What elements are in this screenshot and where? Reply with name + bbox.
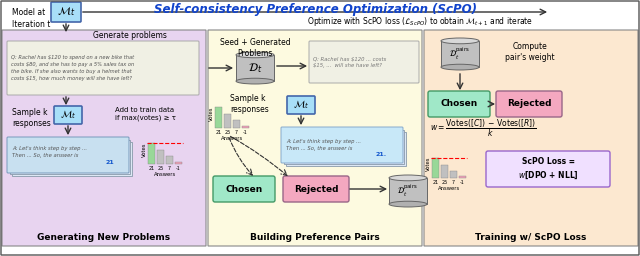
Text: Compute
pair's weight: Compute pair's weight (505, 41, 555, 62)
FancyBboxPatch shape (486, 151, 610, 187)
Text: 21: 21 (216, 130, 221, 134)
FancyBboxPatch shape (287, 96, 315, 114)
FancyBboxPatch shape (213, 176, 275, 202)
Text: 25: 25 (442, 179, 447, 185)
Bar (441, 165, 448, 178)
Bar (242, 126, 249, 128)
Text: Self-consistency Preference Optimization (ScPO): Self-consistency Preference Optimization… (154, 3, 477, 16)
Text: Rejected: Rejected (294, 185, 339, 194)
Text: $\mathcal{D}_t$: $\mathcal{D}_t$ (248, 61, 262, 75)
Ellipse shape (236, 78, 274, 84)
Text: Answers: Answers (221, 135, 243, 141)
FancyBboxPatch shape (424, 30, 638, 246)
Text: Chosen: Chosen (440, 100, 477, 109)
FancyBboxPatch shape (2, 30, 206, 246)
Text: Optimize with ScPO loss ($\mathcal{L}_{ScPO}$) to obtain $\mathcal{M}_{t+1}$ and: Optimize with ScPO loss ($\mathcal{L}_{S… (307, 16, 533, 28)
Text: A: Let's think step by step ...
Then ... So, the answer is: A: Let's think step by step ... Then ...… (286, 139, 361, 151)
Text: -1: -1 (460, 179, 465, 185)
Text: 21: 21 (106, 159, 115, 165)
Bar (236, 55, 274, 81)
Text: Q: Rachel has $120 ... costs
$15, ...  will she have left?: Q: Rachel has $120 ... costs $15, ... wi… (313, 56, 387, 68)
Bar (224, 114, 231, 128)
Text: -1: -1 (176, 165, 181, 170)
Bar (12, 142, 132, 176)
Ellipse shape (236, 52, 274, 58)
Text: 7: 7 (452, 179, 455, 185)
Bar (432, 158, 439, 178)
Text: Answers: Answers (154, 172, 176, 176)
Ellipse shape (389, 201, 427, 207)
Bar (175, 162, 182, 164)
Text: 7: 7 (235, 130, 238, 134)
Text: $\mathcal{D}_t^{\mathrm{pairs}}$: $\mathcal{D}_t^{\mathrm{pairs}}$ (397, 183, 419, 199)
Text: A: Let's think step by step ...
Then ... So, the answer is: A: Let's think step by step ... Then ...… (12, 146, 87, 158)
Text: Rejected: Rejected (507, 100, 551, 109)
Text: Model at
Iteration t: Model at Iteration t (12, 8, 51, 29)
FancyBboxPatch shape (428, 91, 490, 117)
Text: 21: 21 (148, 165, 155, 170)
Text: Training w/ ScPO Loss: Training w/ ScPO Loss (476, 233, 587, 242)
Bar (389, 178, 427, 204)
Text: Votes: Votes (141, 143, 147, 157)
Bar (215, 107, 222, 128)
FancyBboxPatch shape (281, 127, 403, 163)
Text: Answers: Answers (438, 186, 460, 190)
Text: Sample k
responses: Sample k responses (12, 108, 51, 129)
Text: $\mathcal{M}_t$: $\mathcal{M}_t$ (57, 6, 75, 18)
Ellipse shape (389, 175, 427, 181)
Text: 25: 25 (225, 130, 230, 134)
FancyBboxPatch shape (7, 41, 199, 95)
Text: Add to train data
if max(votes) ≥ τ: Add to train data if max(votes) ≥ τ (115, 107, 176, 121)
FancyBboxPatch shape (54, 106, 82, 124)
Text: $\mathcal{M}_t$: $\mathcal{M}_t$ (293, 99, 309, 111)
Bar (459, 176, 466, 178)
Bar (450, 171, 457, 178)
Text: Votes: Votes (209, 107, 214, 121)
FancyBboxPatch shape (51, 2, 81, 22)
Text: 21.: 21. (375, 153, 386, 157)
Text: $\mathcal{D}_t^{\mathrm{pairs}}$: $\mathcal{D}_t^{\mathrm{pairs}}$ (449, 46, 470, 62)
Text: $w = \dfrac{\mathrm{Votes}([C])\,-\,\mathrm{Votes}([R])}{k}$: $w = \dfrac{\mathrm{Votes}([C])\,-\,\mat… (430, 117, 537, 139)
Text: Generate problems: Generate problems (93, 31, 167, 40)
Text: 21: 21 (433, 179, 438, 185)
Text: 7: 7 (168, 165, 171, 170)
FancyBboxPatch shape (7, 137, 129, 173)
Bar (284, 130, 404, 164)
Bar (233, 120, 240, 128)
Text: ScPO Loss =
$w$[DPO + NLL]: ScPO Loss = $w$[DPO + NLL] (518, 157, 579, 181)
Bar (157, 150, 164, 164)
Text: Chosen: Chosen (225, 185, 262, 194)
Text: 25: 25 (157, 165, 164, 170)
Text: -1: -1 (243, 130, 248, 134)
FancyBboxPatch shape (309, 41, 419, 83)
Text: Seed + Generated
Problems: Seed + Generated Problems (220, 38, 291, 58)
Bar (286, 132, 406, 166)
Bar (10, 140, 130, 174)
Text: Generating New Problems: Generating New Problems (37, 233, 171, 242)
FancyBboxPatch shape (496, 91, 562, 117)
Bar (166, 156, 173, 164)
Text: Votes: Votes (426, 157, 431, 171)
FancyBboxPatch shape (208, 30, 422, 246)
Text: Q: Rachel has $120 to spend on a new bike that
costs $80, and she has to pay a 5: Q: Rachel has $120 to spend on a new bik… (11, 55, 134, 81)
Bar (441, 41, 479, 67)
Text: Building Preference Pairs: Building Preference Pairs (250, 233, 380, 242)
FancyBboxPatch shape (283, 176, 349, 202)
Text: Sample k
responses: Sample k responses (230, 94, 269, 114)
Ellipse shape (441, 38, 479, 44)
Bar (148, 143, 155, 164)
Ellipse shape (441, 64, 479, 70)
Text: $\mathcal{M}_t$: $\mathcal{M}_t$ (60, 109, 76, 121)
